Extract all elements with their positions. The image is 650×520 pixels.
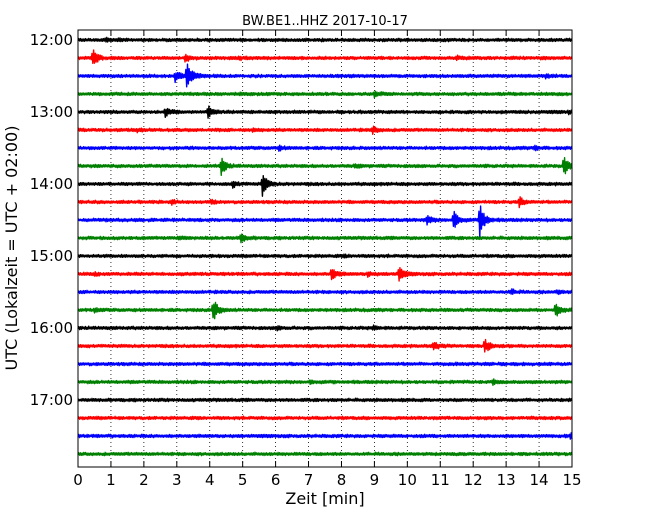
x-tick-label: 10 (398, 471, 417, 489)
plot-frame (77, 29, 573, 468)
trace-1615 (77, 338, 573, 353)
trace-1715 (77, 415, 573, 421)
x-tick-label: 15 (562, 471, 581, 489)
trace-1245 (77, 90, 573, 99)
x-tick-label: 7 (304, 471, 314, 489)
trace-1545 (77, 301, 573, 320)
trace-1300 (77, 105, 573, 119)
x-tick-label: 14 (530, 471, 549, 489)
trace-1215 (77, 49, 573, 65)
trace-1515 (77, 267, 573, 282)
trace-1345 (77, 156, 573, 177)
trace-1430 (77, 205, 573, 239)
x-axis-label: Zeit [min] (285, 489, 364, 508)
x-tick-label: 5 (238, 471, 248, 489)
x-tick-label: 6 (271, 471, 281, 489)
trace-1530 (77, 288, 573, 296)
trace-1500 (77, 253, 573, 259)
trace-1745 (77, 451, 573, 457)
x-tick-label: 8 (337, 471, 347, 489)
trace-1700 (77, 397, 573, 403)
traces (77, 36, 573, 457)
y-tick-label: 13:00 (30, 103, 73, 121)
trace-1600 (77, 324, 573, 332)
y-tick-label: 14:00 (30, 175, 73, 193)
y-tick-label: 16:00 (30, 319, 73, 337)
trace-1230 (77, 63, 573, 88)
y-tick-label: 17:00 (30, 391, 73, 409)
x-tick-label: 0 (73, 471, 83, 489)
chart-title: BW.BE1..HHZ 2017-10-17 (242, 14, 408, 29)
trace-1415 (77, 196, 573, 209)
x-tick-label: 13 (497, 471, 516, 489)
trace-1630 (77, 361, 573, 367)
trace-1730 (77, 432, 573, 440)
trace-1200 (77, 36, 573, 43)
axis-ticks: 0 1 2 3 4 5 6 7 8 9 10 11 12 13 14 1512:0013:0014:0015:… (30, 30, 582, 489)
x-tick-label: 3 (172, 471, 182, 489)
trace-1645 (77, 378, 573, 386)
x-tick-label: 11 (431, 471, 450, 489)
trace-1315 (77, 125, 573, 135)
x-tick-label: 4 (205, 471, 215, 489)
x-tick-label: 1 (106, 471, 116, 489)
y-tick-label: 15:00 (30, 247, 73, 265)
x-tick-label: 12 (464, 471, 483, 489)
grid (110, 30, 540, 467)
trace-1445 (77, 233, 573, 244)
trace-1330 (77, 144, 573, 152)
x-tick-label: 9 (370, 471, 380, 489)
y-axis-label: UTC (Lokalzeit = UTC + 02:00) (2, 126, 21, 371)
trace-1400 (77, 175, 573, 197)
y-tick-label: 12:00 (30, 31, 73, 49)
x-tick-label: 2 (139, 471, 149, 489)
